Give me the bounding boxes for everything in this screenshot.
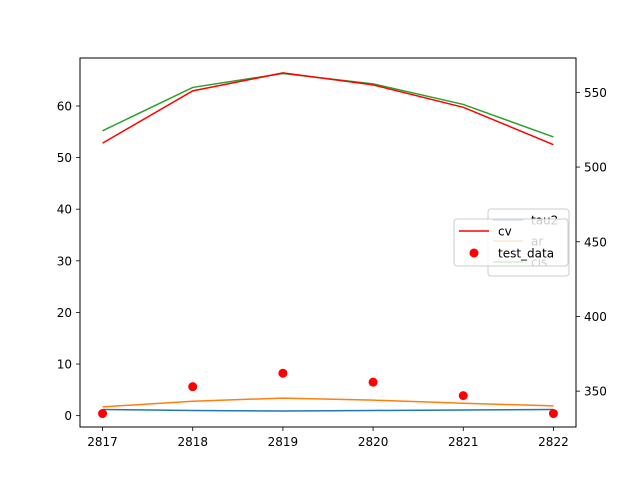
left-y-tick-label: 50 bbox=[57, 151, 72, 165]
right-y-tick-label: 400 bbox=[584, 310, 607, 324]
series-line-tau2 bbox=[102, 408, 554, 412]
right-y-tick-label: 350 bbox=[584, 385, 607, 399]
x-tick-label: 2820 bbox=[358, 435, 389, 449]
left-y-tick-label: 30 bbox=[57, 254, 72, 268]
legend-test-data-swatch bbox=[469, 248, 479, 258]
right-y-axis: 350 400 450 500 550 bbox=[576, 86, 607, 399]
scatter-point-test-data bbox=[458, 391, 468, 401]
x-tick-label: 2817 bbox=[87, 435, 118, 449]
x-tick-label: 2822 bbox=[538, 435, 569, 449]
left-y-tick-label: 0 bbox=[64, 409, 72, 423]
legend-cv-label: cv bbox=[498, 225, 512, 239]
plot-area bbox=[98, 72, 558, 419]
scatter-point-test-data bbox=[188, 382, 198, 392]
scatter-point-test-data bbox=[548, 409, 558, 419]
series-line-ar bbox=[102, 397, 554, 408]
legend-right: cv test_data bbox=[453, 218, 569, 267]
right-y-tick-label: 550 bbox=[584, 86, 607, 100]
series-line-cv bbox=[102, 72, 554, 146]
legend-test-data-label: test_data bbox=[498, 247, 554, 261]
x-tick-label: 2819 bbox=[268, 435, 299, 449]
x-tick-label: 2818 bbox=[177, 435, 208, 449]
right-y-tick-label: 500 bbox=[584, 161, 607, 175]
right-y-tick-label: 450 bbox=[584, 235, 607, 249]
x-axis: 2817 2818 2819 2820 2821 2822 bbox=[87, 427, 569, 449]
scatter-point-test-data bbox=[98, 409, 108, 419]
left-y-tick-label: 20 bbox=[57, 306, 72, 320]
left-y-tick-label: 40 bbox=[57, 203, 72, 217]
left-y-tick-label: 60 bbox=[57, 99, 72, 113]
left-y-tick-label: 10 bbox=[57, 358, 72, 372]
scatter-point-test-data bbox=[368, 377, 378, 387]
left-y-axis: 0 10 20 30 40 50 60 bbox=[57, 99, 80, 423]
axes-frame bbox=[79, 57, 577, 428]
x-tick-label: 2821 bbox=[448, 435, 479, 449]
scatter-point-test-data bbox=[278, 368, 288, 378]
